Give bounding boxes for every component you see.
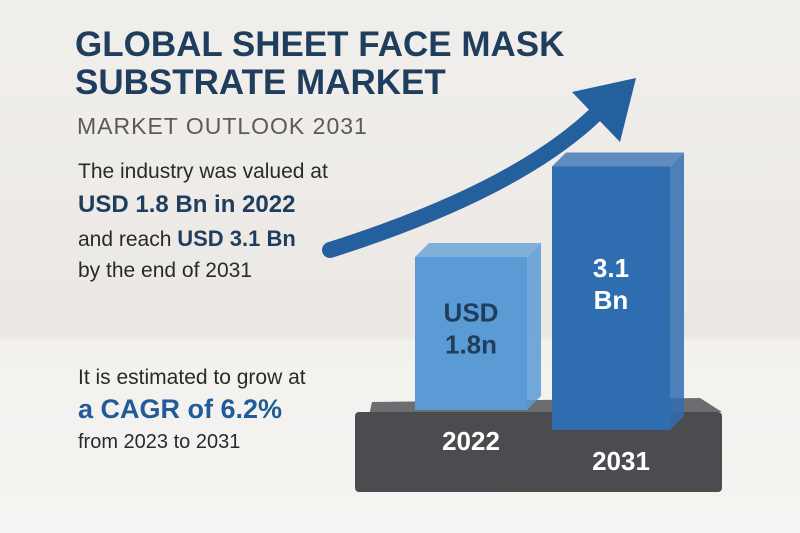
bar-top (415, 243, 541, 257)
bar-top (552, 152, 684, 167)
arrow-head (572, 78, 636, 142)
bar (415, 257, 527, 410)
bar-label: Bn (594, 285, 629, 315)
highlight: USD 3.1 Bn (177, 226, 296, 251)
category-label: 2022 (442, 426, 500, 456)
bar-label: USD (444, 297, 499, 327)
text: from 2023 to 2031 (78, 431, 240, 453)
category-label: 2031 (592, 446, 650, 476)
title: GLOBAL SHEET FACE MASK (75, 25, 564, 64)
text: by the end of 2031 (78, 259, 252, 282)
highlight: USD 1.8 Bn in 2022 (78, 191, 295, 218)
text: The industry was valued at (78, 160, 328, 183)
subtitle: MARKET OUTLOOK 2031 (77, 113, 368, 139)
platform (355, 412, 722, 492)
bar-side (670, 152, 684, 430)
highlight: a CAGR of 6.2% (78, 394, 282, 424)
bar-side (527, 243, 541, 410)
text: and reach USD 3.1 Bn (78, 226, 296, 251)
title: SUBSTRATE MARKET (75, 63, 446, 102)
bar-label: 3.1 (593, 253, 629, 283)
trend-arrow (322, 102, 608, 258)
text: and reach (78, 228, 177, 251)
text: It is estimated to grow at (78, 366, 306, 389)
bar-label: 1.8n (445, 329, 497, 359)
bar (552, 166, 670, 430)
